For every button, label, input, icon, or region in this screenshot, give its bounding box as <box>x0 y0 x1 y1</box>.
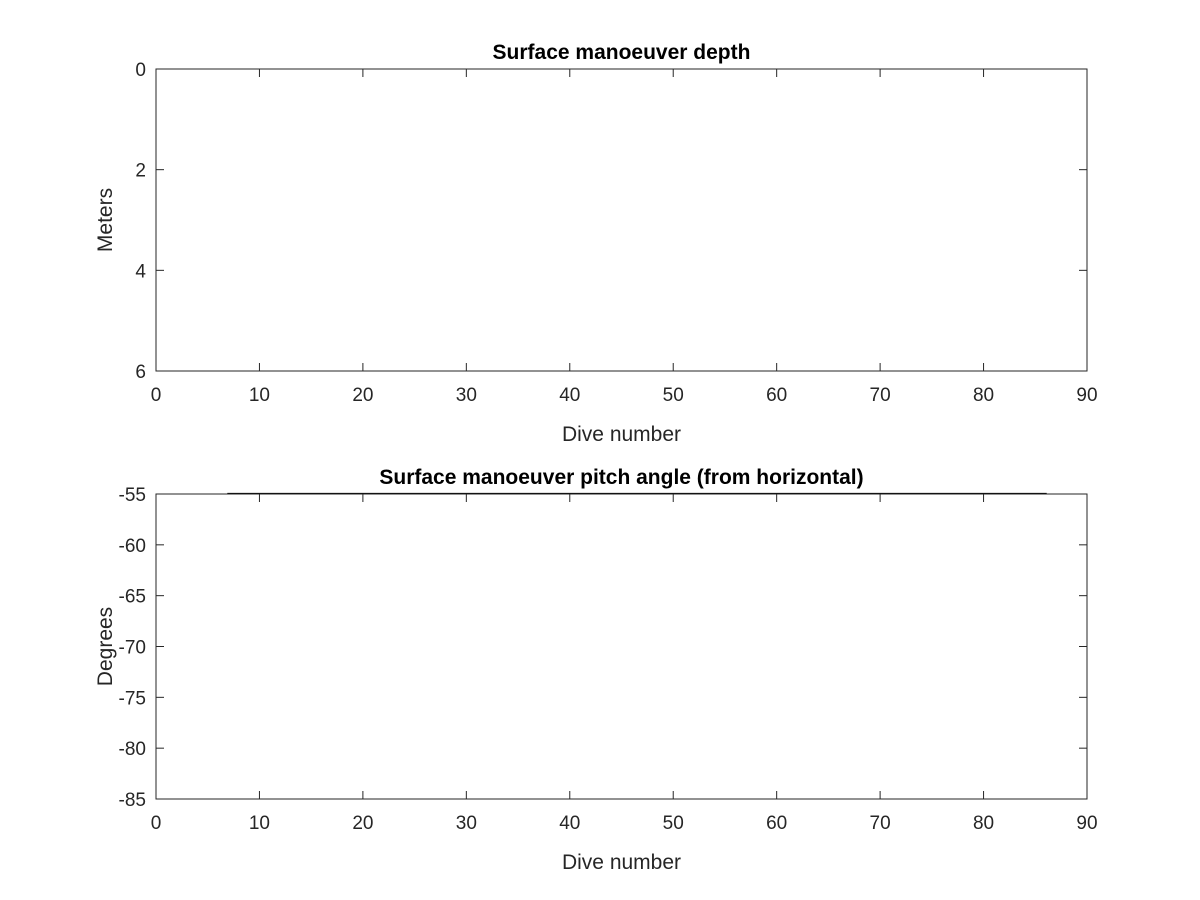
x-tick-label: 10 <box>249 385 270 406</box>
x-tick-label: 30 <box>456 385 477 406</box>
y-tick-label: -65 <box>119 587 146 608</box>
y-tick-label: 6 <box>135 362 146 383</box>
chart-title: Surface manoeuver pitch angle (from hori… <box>379 466 863 489</box>
x-axis-label: Dive number <box>562 423 681 446</box>
y-tick-label: -75 <box>119 688 146 709</box>
x-tick-label: 40 <box>559 813 580 834</box>
x-tick-label: 80 <box>973 813 994 834</box>
chart-title: Surface manoeuver depth <box>493 41 751 64</box>
y-tick-label: 0 <box>135 60 146 81</box>
y-tick-label: -80 <box>119 739 146 760</box>
y-tick-label: -60 <box>119 536 146 557</box>
x-tick-label: 50 <box>663 813 684 834</box>
x-tick-label: 50 <box>663 385 684 406</box>
depth-chart: 0 10 20 30 40 50 60 70 80 90 0 2 4 6 Surface manoeuver… <box>94 41 1098 446</box>
y-tick-label: -55 <box>119 485 146 506</box>
x-tick-label: 10 <box>249 813 270 834</box>
x-axis-label: Dive number <box>562 851 681 874</box>
x-tick-label: 70 <box>870 385 891 406</box>
x-tick-label: 60 <box>766 813 787 834</box>
axes-box <box>155 68 1088 372</box>
x-tick-label: 0 <box>151 385 162 406</box>
axes-box <box>155 493 1088 800</box>
x-tick-label: 80 <box>973 385 994 406</box>
x-tick-label: 90 <box>1076 385 1097 406</box>
x-tick-label: 70 <box>870 813 891 834</box>
x-tick-label: 60 <box>766 385 787 406</box>
y-tick-label: 2 <box>135 161 146 182</box>
x-tick-label: 90 <box>1076 813 1097 834</box>
y-tick-label: 4 <box>135 261 146 282</box>
x-tick-label: 30 <box>456 813 477 834</box>
y-axis-label: Meters <box>94 188 117 252</box>
y-tick-label: -85 <box>119 790 146 811</box>
x-tick-label: 40 <box>559 385 580 406</box>
x-tick-label: 0 <box>151 813 162 834</box>
x-tick-label: 20 <box>352 813 373 834</box>
y-tick-label: -70 <box>119 638 146 659</box>
y-axis-label: Degrees <box>94 607 117 686</box>
x-tick-label: 20 <box>352 385 373 406</box>
pitch-chart: 0 10 20 30 40 50 60 70 80 90 -55 -60 -65 -70 -75 -80 -85… <box>94 466 1098 874</box>
